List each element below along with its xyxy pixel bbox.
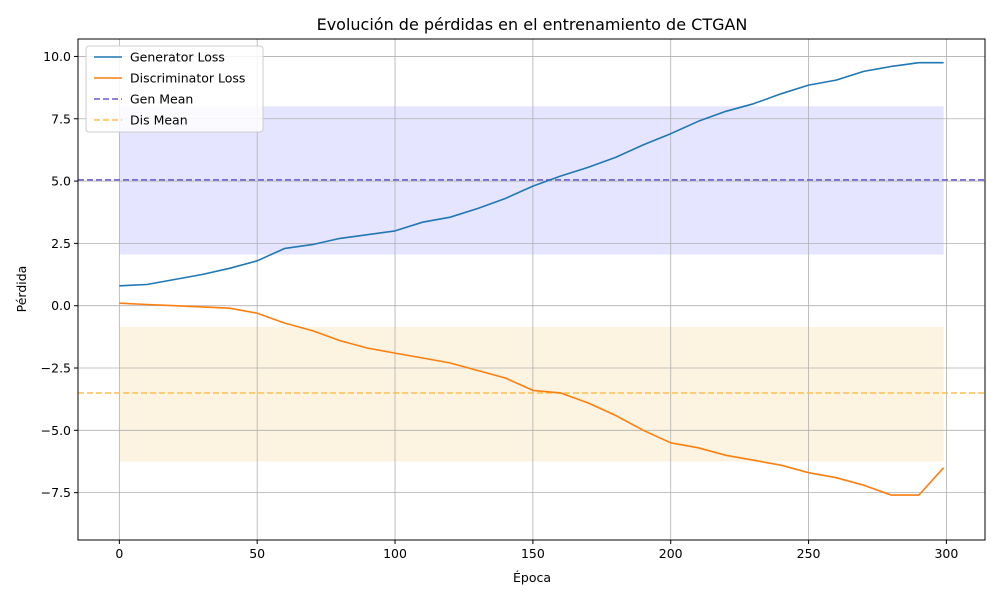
x-tick-label-1: 50 [249,546,265,561]
y-tick-label-6: −5.0 [41,423,71,438]
y-axis-label: Pérdida [14,266,29,313]
legend-label-3: Dis Mean [130,113,188,128]
x-axis-label: Época [513,570,551,585]
x-tick-label-5: 250 [797,546,821,561]
legend-label-2: Gen Mean [130,92,193,107]
chart-title: Evolución de pérdidas en el entrenamient… [317,15,748,34]
series-line-1 [119,302,945,496]
x-tick-label-3: 150 [521,546,545,561]
y-tick-label-1: 7.5 [51,111,71,126]
y-tick-label-2: 5.0 [51,174,71,189]
x-tick-label-4: 200 [659,546,683,561]
y-tick-label-3: 2.5 [51,236,71,251]
x-tick-label-0: 0 [115,546,123,561]
series-line-0 [119,61,944,287]
series-layer [119,61,945,496]
std-band-1 [119,326,944,462]
x-tick-label-2: 100 [383,546,407,561]
plot-area [77,38,986,541]
legend-label-1: Discriminator Loss [130,71,245,86]
y-tick-label-5: −2.5 [41,361,71,376]
legend-box [85,45,264,133]
bands-layer [119,106,944,462]
grid-layer [78,39,985,540]
x-ticks: 0 50 100 150 200 250 300 [115,540,958,561]
y-tick-label-7: −7.5 [41,485,71,500]
x-tick-label-6: 300 [934,546,958,561]
plot-frame [77,38,986,541]
y-tick-label-0: 10.0 [43,49,71,64]
y-ticks: 10.0 7.5 5.0 2.5 0.0 −2.5 −5.0 −7.5 [41,49,78,500]
mean-lines-layer [78,179,985,394]
legend: Generator Loss Discriminator Loss Gen Mean… [85,45,264,133]
legend-label-0: Generator Loss [130,50,225,65]
y-tick-label-4: 0.0 [51,298,71,313]
